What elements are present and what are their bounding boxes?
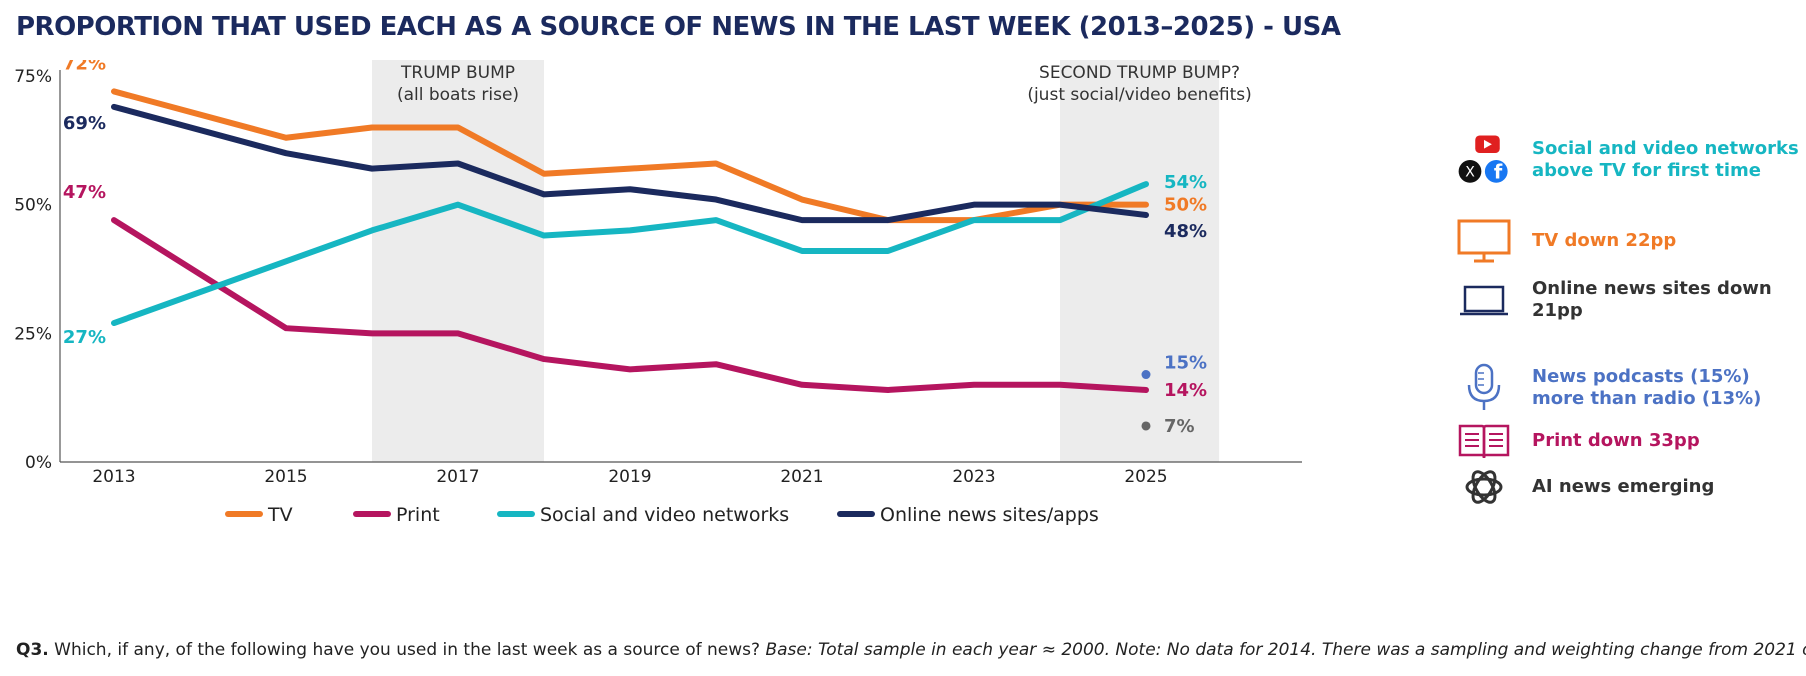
side-note-podcasts: News podcasts (15%) more than radio (13%… <box>1467 363 1802 410</box>
side-note-ai: AI news emerging <box>1465 470 1802 504</box>
microphone-icon <box>1456 363 1512 411</box>
line-chart: TRUMP BUMP(all boats rise) SECOND TRUMP B… <box>14 60 1302 526</box>
x-tick-label: 2019 <box>608 467 651 487</box>
svg-text:f: f <box>1494 160 1503 183</box>
series-line <box>111 217 1149 393</box>
data-label: 54% <box>1164 172 1207 193</box>
data-point <box>1141 421 1151 431</box>
side-note-online: Online news sites down 21pp <box>1460 278 1802 322</box>
data-label: 47% <box>63 182 106 203</box>
chart-title: PROPORTION THAT USED EACH AS A SOURCE OF… <box>16 12 1341 42</box>
data-point <box>1141 370 1151 380</box>
x-tick-label: 2023 <box>952 467 995 487</box>
y-tick-label: 75% <box>14 67 52 87</box>
footnote-question: Which, if any, of the following have you… <box>48 640 766 660</box>
newspaper-icon <box>1456 418 1512 464</box>
shaded-region <box>372 60 544 462</box>
social-media-icons: X f <box>1456 135 1512 183</box>
data-label: 7% <box>1164 416 1195 437</box>
side-note-print: Print down 33pp <box>1458 424 1802 459</box>
legend-label: Online news sites/apps <box>880 504 1099 526</box>
shaded-region <box>1060 60 1220 462</box>
y-tick-label: 25% <box>14 324 52 344</box>
region-sublabel: (all boats rise) <box>397 85 519 105</box>
series-line <box>111 181 1149 327</box>
data-label: 72% <box>63 60 106 74</box>
legend-label: TV <box>267 504 293 526</box>
data-label: 50% <box>1164 195 1207 216</box>
x-tick-label: 2021 <box>780 467 823 487</box>
tv-icon <box>1456 218 1512 264</box>
side-note-text: TV down 22pp <box>1532 230 1677 251</box>
data-label: 69% <box>63 113 106 134</box>
data-label: 48% <box>1164 221 1207 242</box>
x-tick-label: 2013 <box>92 467 135 487</box>
footnote-question-id: Q3. <box>16 640 49 660</box>
footnote: Q3. Which, if any, of the following have… <box>16 640 1806 660</box>
region-label: SECOND TRUMP BUMP? <box>1039 63 1240 83</box>
side-note-text: News podcasts (15%) more than radio (13%… <box>1532 366 1762 409</box>
x-tick-label: 2015 <box>264 467 307 487</box>
y-tick-label: 0% <box>25 453 52 473</box>
series-line <box>111 103 1149 224</box>
legend-label: Social and video networks <box>540 504 789 526</box>
svg-text:X: X <box>1465 165 1475 181</box>
data-label: 27% <box>63 327 106 348</box>
side-note-text: Online news sites down 21pp <box>1532 278 1772 321</box>
footnote-base: Base: Total sample in each year ≈ 2000. … <box>765 640 1806 660</box>
side-note-text: Print down 33pp <box>1532 430 1700 451</box>
ai-icon <box>1456 464 1512 510</box>
y-tick-label: 50% <box>14 196 52 216</box>
data-label: 14% <box>1164 380 1207 401</box>
x-tick-label: 2025 <box>1124 467 1167 487</box>
legend-label: Print <box>396 504 440 526</box>
x-tick-label: 2017 <box>436 467 479 487</box>
side-note-tv: TV down 22pp <box>1457 219 1802 263</box>
series-line <box>111 88 1149 224</box>
laptop-icon <box>1456 277 1512 323</box>
region-sublabel: (just social/video benefits) <box>1027 85 1251 105</box>
data-label: 15% <box>1164 353 1207 374</box>
region-label: TRUMP BUMP <box>400 63 515 83</box>
side-note-text: AI news emerging <box>1532 476 1715 497</box>
side-note-social: X f Social and video networks above TV f… <box>1458 135 1802 183</box>
side-note-text: Social and video networks above TV for f… <box>1532 138 1799 181</box>
